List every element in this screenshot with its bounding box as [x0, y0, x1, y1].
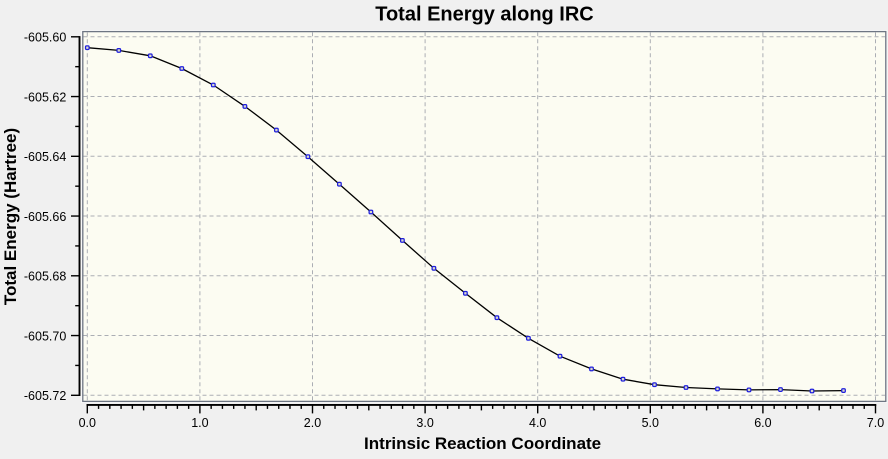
- svg-text:Intrinsic Reaction Coordinate: Intrinsic Reaction Coordinate: [364, 434, 601, 453]
- svg-text:Total Energy (Hartree): Total Energy (Hartree): [1, 128, 20, 305]
- svg-text:-605.60: -605.60: [24, 31, 66, 45]
- svg-text:6.0: 6.0: [754, 416, 771, 430]
- svg-text:1.0: 1.0: [191, 416, 208, 430]
- svg-text:-605.66: -605.66: [24, 210, 66, 224]
- svg-text:2.0: 2.0: [304, 416, 321, 430]
- svg-text:-605.68: -605.68: [24, 270, 66, 284]
- svg-text:-605.70: -605.70: [24, 329, 66, 343]
- svg-text:-605.62: -605.62: [24, 90, 66, 104]
- svg-text:-605.72: -605.72: [24, 389, 66, 403]
- svg-text:3.0: 3.0: [416, 416, 433, 430]
- svg-text:5.0: 5.0: [642, 416, 659, 430]
- svg-text:Total Energy along IRC: Total Energy along IRC: [375, 3, 594, 25]
- svg-text:-605.64: -605.64: [24, 150, 66, 164]
- svg-text:7.0: 7.0: [867, 416, 884, 430]
- svg-text:0.0: 0.0: [79, 416, 96, 430]
- svg-text:4.0: 4.0: [529, 416, 546, 430]
